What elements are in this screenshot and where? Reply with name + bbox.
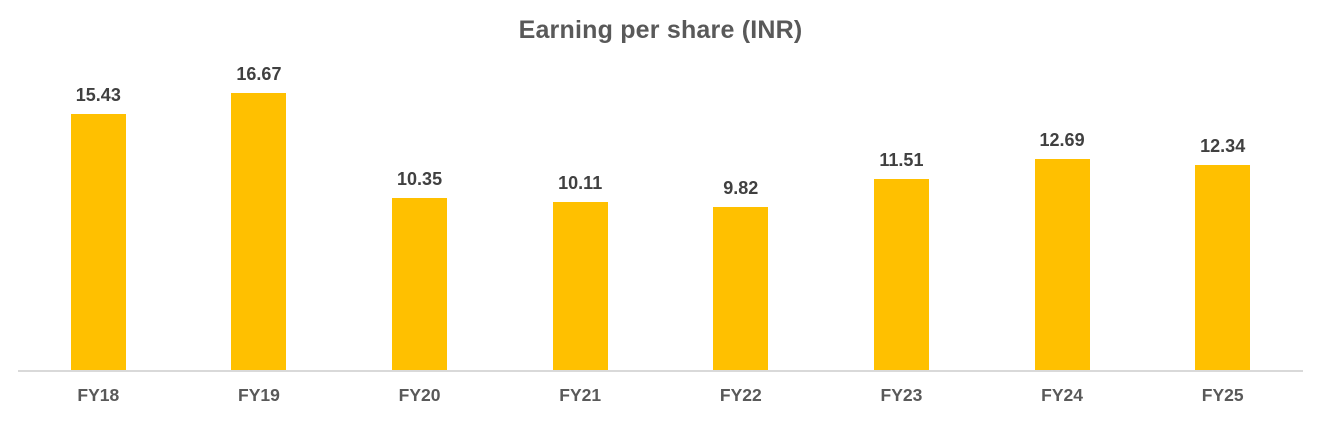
bar-group: 16.67 [179, 60, 340, 370]
bar [873, 179, 929, 370]
bar-group: 10.35 [339, 60, 500, 370]
category-label: FY23 [880, 385, 923, 405]
value-label: 9.82 [723, 178, 759, 198]
category-label: FY19 [238, 385, 280, 405]
bar-group: 11.51 [821, 60, 982, 370]
value-label: 12.69 [1039, 130, 1085, 150]
bar [552, 202, 608, 370]
bar [70, 114, 126, 370]
category-label: FY22 [719, 385, 762, 405]
x-axis: FY18 FY19 FY20 FY21 FY22 FY23 FY24 FY25 [18, 372, 1303, 406]
value-label: 11.51 [879, 150, 924, 170]
category-label: FY20 [398, 385, 441, 405]
bar-group: 12.34 [1142, 60, 1303, 370]
chart-title: Earning per share (INR) [518, 16, 803, 44]
value-label: 16.67 [236, 64, 282, 84]
value-label: 15.43 [75, 85, 121, 105]
bar [1034, 159, 1090, 370]
bar [1195, 165, 1251, 370]
bar-group: 10.11 [500, 60, 661, 370]
bar [231, 93, 287, 370]
value-label: 12.34 [1200, 136, 1246, 156]
value-label: 10.11 [558, 173, 603, 193]
plot-area: 15.43 16.67 10.35 10.11 9.82 11.51 12.69… [18, 60, 1303, 372]
category-label: FY25 [1201, 385, 1244, 405]
category-label: FY21 [559, 385, 602, 405]
bar [713, 207, 769, 370]
bar-group: 12.69 [982, 60, 1143, 370]
bar-group: 9.82 [661, 60, 822, 370]
bar [392, 198, 448, 370]
category-label: FY24 [1041, 385, 1083, 405]
value-label: 10.35 [397, 169, 443, 189]
category-label: FY18 [77, 385, 120, 405]
bar-group: 15.43 [18, 60, 179, 370]
